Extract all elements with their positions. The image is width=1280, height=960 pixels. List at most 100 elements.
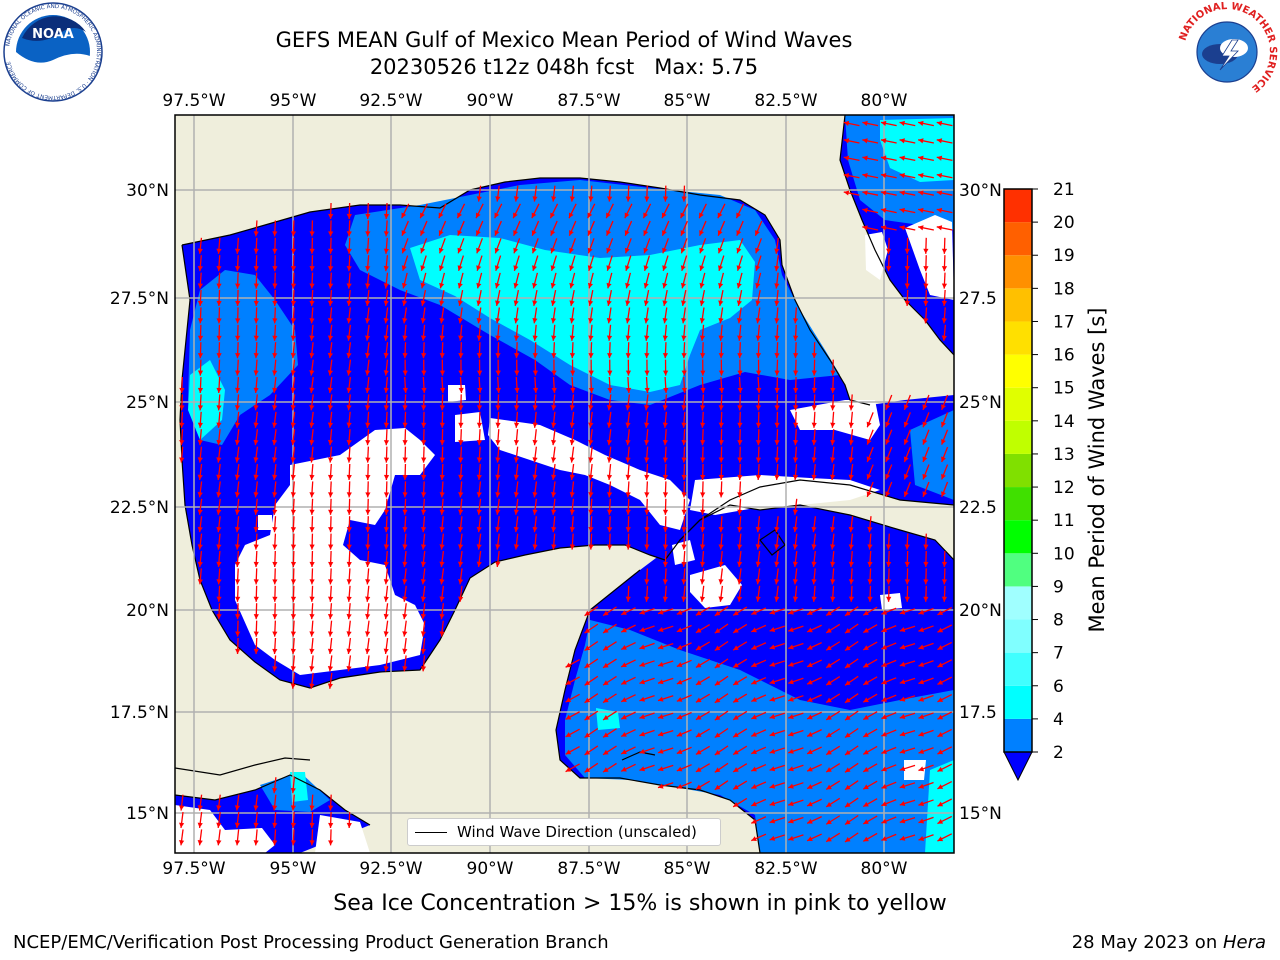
wind-wave-arrow xyxy=(235,342,241,359)
wind-wave-arrow xyxy=(439,324,445,341)
wind-wave-arrow xyxy=(290,463,296,481)
wind-wave-arrow xyxy=(420,238,428,254)
wind-wave-arrow xyxy=(253,585,259,602)
wind-wave-arrow xyxy=(700,446,706,463)
wind-wave-arrow xyxy=(588,498,594,515)
wind-wave-arrow xyxy=(495,342,501,359)
lon-label-top: 95°W xyxy=(270,91,317,111)
wind-wave-arrow xyxy=(793,394,799,411)
wind-wave-arrow xyxy=(714,623,729,634)
wind-wave-arrow xyxy=(774,533,780,550)
wind-wave-arrow xyxy=(494,220,502,236)
wind-wave-arrow xyxy=(769,834,786,841)
wind-wave-arrow xyxy=(718,394,724,411)
wind-wave-arrow xyxy=(904,272,910,289)
wind-wave-arrow xyxy=(793,411,799,428)
wind-wave-arrow xyxy=(644,533,650,550)
wind-wave-arrow xyxy=(197,568,203,585)
wind-wave-arrow xyxy=(844,675,859,686)
wind-wave-arrow xyxy=(383,620,389,637)
wind-wave-arrow xyxy=(197,429,203,446)
wind-wave-arrow xyxy=(216,829,222,846)
wind-wave-arrow xyxy=(880,120,897,127)
wind-wave-arrow xyxy=(602,623,617,634)
wind-wave-arrow xyxy=(751,711,767,720)
wind-wave-arrow xyxy=(216,376,222,394)
wind-wave-arrow xyxy=(309,672,315,689)
wind-wave-arrow xyxy=(769,816,786,824)
wind-wave-arrow xyxy=(881,642,897,650)
wind-wave-arrow xyxy=(937,694,953,703)
legend-line-icon xyxy=(415,831,447,833)
wind-wave-arrow xyxy=(886,255,892,272)
wind-wave-arrow xyxy=(755,533,761,550)
colorbar-tick-label: 4 xyxy=(1053,710,1064,730)
wind-wave-arrow xyxy=(197,376,204,394)
wind-wave-arrow xyxy=(290,550,297,568)
wind-wave-arrow xyxy=(699,220,707,236)
wind-wave-arrow xyxy=(532,533,538,550)
map-legend: Wind Wave Direction (unscaled) xyxy=(407,818,721,846)
wind-wave-arrow xyxy=(718,446,724,463)
wind-wave-arrow xyxy=(751,676,767,685)
wind-wave-arrow xyxy=(769,747,786,754)
colorbar-tick-label: 14 xyxy=(1053,412,1075,432)
wind-wave-arrow xyxy=(806,763,822,772)
wind-wave-arrow xyxy=(401,220,409,236)
wind-wave-arrow xyxy=(732,797,748,808)
wind-wave-arrow xyxy=(476,394,483,411)
wind-wave-arrow xyxy=(699,238,707,254)
wind-wave-arrow xyxy=(699,394,706,411)
wind-wave-arrow xyxy=(899,747,916,754)
wind-wave-arrow xyxy=(717,220,726,236)
wind-wave-arrow xyxy=(844,797,859,808)
wind-wave-arrow xyxy=(365,429,371,446)
wind-wave-arrow xyxy=(309,255,315,272)
wind-wave-arrow xyxy=(700,359,706,376)
wind-wave-arrow xyxy=(844,658,859,669)
wind-wave-arrow xyxy=(885,394,893,411)
wind-wave-arrow xyxy=(923,550,929,568)
wind-wave-arrow xyxy=(918,747,934,754)
wind-wave-arrow xyxy=(327,603,334,620)
wind-wave-arrow xyxy=(365,324,371,341)
wind-wave-arrow xyxy=(825,606,841,616)
wind-wave-arrow xyxy=(365,603,371,620)
wind-wave-arrow xyxy=(420,568,427,585)
wind-wave-arrow xyxy=(235,289,241,307)
wind-wave-arrow xyxy=(788,712,804,720)
wind-wave-arrow xyxy=(234,411,241,428)
wind-wave-arrow xyxy=(695,710,711,721)
wind-wave-arrow xyxy=(402,603,408,620)
wind-wave-arrow xyxy=(899,799,916,806)
wind-wave-arrow xyxy=(922,481,930,498)
wind-wave-arrow xyxy=(825,797,841,808)
wind-wave-arrow xyxy=(899,120,916,127)
wind-wave-arrow xyxy=(662,342,669,359)
wind-wave-arrow xyxy=(899,642,916,650)
wind-wave-arrow xyxy=(662,307,668,324)
wind-wave-arrow xyxy=(904,289,910,307)
wind-wave-arrow xyxy=(569,446,575,463)
wind-wave-arrow xyxy=(327,289,334,307)
wind-wave-arrow xyxy=(625,307,631,324)
wind-wave-arrow xyxy=(290,498,296,515)
wind-wave-arrow xyxy=(718,568,724,585)
wind-wave-arrow xyxy=(755,463,762,481)
sea-ice-caption: Sea Ice Concentration > 15% is shown in … xyxy=(333,891,947,916)
wind-wave-arrow xyxy=(718,255,725,272)
wind-wave-arrow xyxy=(495,359,501,376)
colorbar-tick-label: 20 xyxy=(1053,213,1075,233)
wind-wave-arrow xyxy=(272,220,278,237)
wind-wave-arrow xyxy=(568,220,577,236)
wind-wave-arrow xyxy=(290,568,297,585)
wind-wave-arrow xyxy=(774,307,780,324)
wind-wave-arrow xyxy=(732,623,748,634)
wind-wave-arrow xyxy=(365,359,371,376)
wind-wave-arrow xyxy=(365,498,371,515)
wind-wave-arrow xyxy=(941,394,949,411)
wind-wave-arrow xyxy=(532,359,539,376)
wind-wave-arrow xyxy=(886,550,892,568)
colorbar-cell xyxy=(1004,685,1032,719)
